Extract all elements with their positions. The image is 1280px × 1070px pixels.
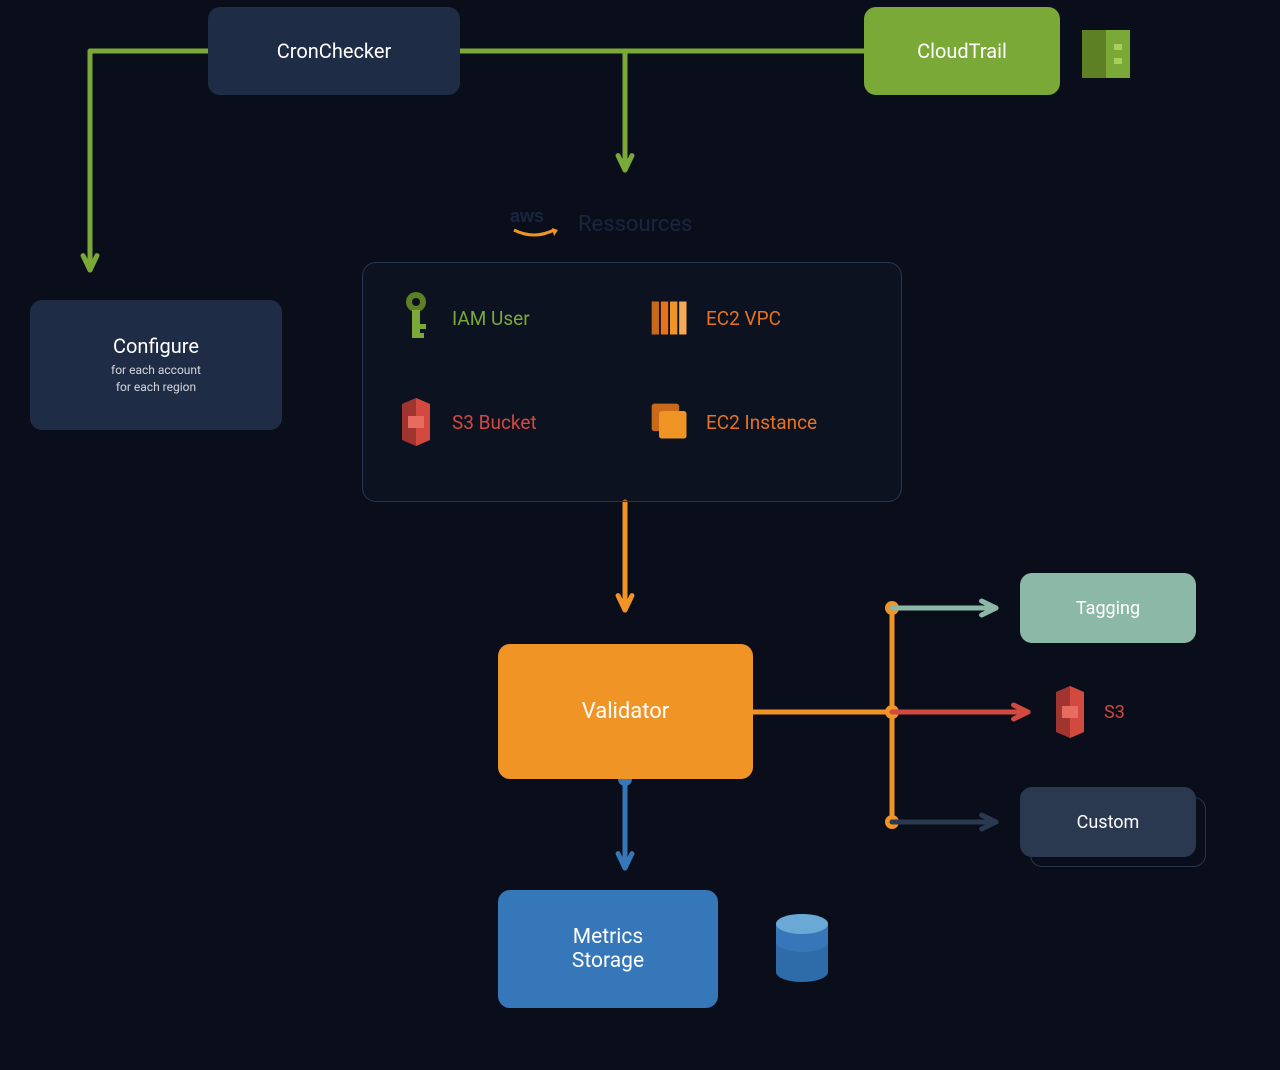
aws-resources-label: Ressources	[578, 212, 692, 237]
metrics-label1: Metrics	[573, 925, 643, 949]
resource-s3-label: S3 Bucket	[452, 411, 537, 434]
configure-node: Configure for each account for each regi…	[30, 300, 282, 430]
configure-label: Configure	[113, 334, 199, 358]
resource-ec2instance-label: EC2 Instance	[706, 411, 817, 434]
validator-label: Validator	[582, 699, 670, 724]
validator-node: Validator	[498, 644, 753, 779]
s3-side-icon	[1048, 686, 1092, 738]
resource-ec2instance: EC2 Instance	[648, 400, 817, 444]
cronchecker-label: CronChecker	[277, 39, 391, 63]
side-s3-label: S3	[1104, 702, 1125, 723]
custom-label: Custom	[1077, 812, 1140, 833]
resource-iam: IAM User	[394, 296, 530, 340]
resource-s3: S3 Bucket	[394, 400, 537, 444]
svg-text:aws: aws	[510, 206, 544, 226]
tagging-node: Tagging	[1020, 573, 1196, 643]
cloudtrail-label: CloudTrail	[917, 39, 1007, 63]
cloudtrail-node: CloudTrail	[864, 7, 1060, 95]
key-icon	[394, 296, 438, 340]
resource-ec2vpc-label: EC2 VPC	[706, 307, 781, 330]
configure-sub1: for each account	[111, 362, 201, 379]
aws-logo-icon: aws	[510, 206, 568, 242]
vpc-icon	[648, 296, 692, 340]
resource-ec2vpc: EC2 VPC	[648, 296, 781, 340]
metrics-label2: Storage	[572, 949, 644, 973]
side-s3: S3	[1048, 686, 1125, 738]
configure-sub2: for each region	[116, 379, 196, 396]
aws-resources-header: aws Ressources	[510, 206, 692, 242]
database-icon	[770, 912, 834, 992]
stack-icon	[648, 400, 692, 444]
custom-node: Custom	[1020, 787, 1196, 857]
tagging-label: Tagging	[1076, 598, 1140, 619]
cronchecker-node: CronChecker	[208, 7, 460, 95]
s3-icon	[394, 400, 438, 444]
cloudtrail-icon	[1076, 22, 1140, 90]
resource-iam-label: IAM User	[452, 307, 530, 330]
metrics-node: Metrics Storage	[498, 890, 718, 1008]
